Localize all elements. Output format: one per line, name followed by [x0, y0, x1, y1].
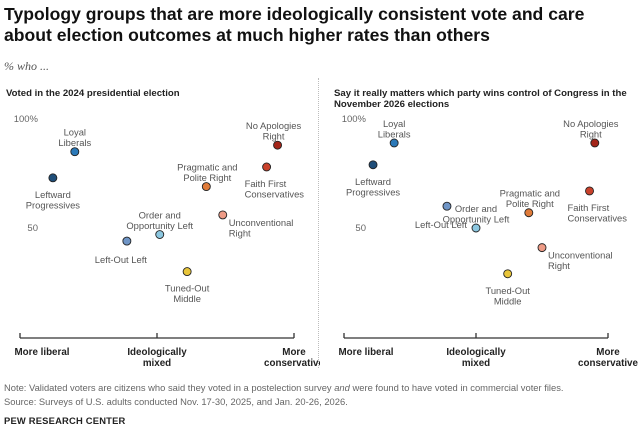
point-pragmatic-and-polite-right — [201, 182, 211, 192]
scatter-chart-congress: 100% 50 More liberal Ideologically mixed More… — [339, 114, 639, 369]
point-unconventional-right — [218, 210, 228, 220]
point-no-apologies-right — [273, 140, 283, 150]
point-order-and-opportunity-left — [155, 230, 165, 239]
point-label-no-apologies-right: No Apologies Right — [246, 120, 302, 142]
point-label-loyal-liberals: Loyal Liberals — [58, 127, 91, 149]
panel-divider — [318, 78, 319, 368]
x-axis-label-more-conservative: More conservative — [578, 347, 638, 369]
point-no-apologies-right — [590, 138, 600, 148]
y-tick-label: 100% — [342, 114, 367, 125]
point-loyal-liberals — [389, 138, 399, 148]
point-label-pragmatic-and-polite-right: Pragmatic and Polite Right — [500, 188, 560, 210]
point-faith-first-conservatives — [262, 162, 272, 172]
point-label-leftward-progressives: Leftward Progressives — [26, 189, 80, 211]
point-loyal-liberals — [70, 147, 80, 157]
point-tuned-out-middle — [182, 267, 192, 277]
point-pragmatic-and-polite-right — [524, 208, 534, 218]
point-label-unconventional-right: Unconventional Right — [229, 217, 294, 239]
pew-logo-text: PEW RESEARCH CENTER — [4, 415, 126, 426]
point-label-order-and-opportunity-left: Order and Opportunity Left — [126, 210, 193, 232]
x-axis-label-more-liberal: More liberal — [15, 347, 70, 358]
chart-title: Typology groups that are more ideologica… — [4, 4, 585, 45]
point-label-left-out-left: Left-Out Left — [415, 219, 468, 230]
point-left-out-left — [442, 201, 452, 211]
point-label-faith-first-conservatives: Faith First Conservatives — [245, 178, 305, 200]
point-leftward-progressives — [48, 173, 58, 183]
x-axis-label-more-conservative: More conservative — [264, 347, 320, 369]
point-order-and-opportunity-left — [471, 223, 481, 233]
panel-title-voted: Voted in the 2024 presidential election — [6, 88, 180, 99]
y-tick-label: 50 — [355, 223, 366, 234]
panel-title-congress: Say it really matters which party wins c… — [334, 88, 627, 110]
y-tick-label: 100% — [14, 114, 39, 125]
source-note: Source: Surveys of U.S. adults conducted… — [4, 396, 348, 407]
point-label-tuned-out-middle: Tuned-Out Middle — [485, 285, 530, 307]
point-label-unconventional-right: Unconventional Right — [548, 250, 613, 272]
chart-subtitle: % who ... — [4, 59, 49, 73]
point-label-leftward-progressives: Leftward Progressives — [346, 176, 400, 198]
point-leftward-progressives — [368, 160, 378, 170]
point-label-loyal-liberals: Loyal Liberals — [378, 118, 411, 140]
x-axis-label-more-liberal: More liberal — [339, 347, 394, 358]
point-unconventional-right — [537, 243, 547, 253]
point-label-no-apologies-right: No Apologies Right — [563, 118, 619, 140]
x-axis-label-ideologically-mixed: Ideologically mixed — [127, 347, 187, 369]
point-faith-first-conservatives — [585, 186, 594, 196]
scatter-chart-voted: 100% 50 More liberal Ideologically mixed More… — [14, 114, 320, 369]
point-label-order-and-opportunity-left: Order and Opportunity Left — [443, 203, 510, 225]
point-label-tuned-out-middle: Tuned-Out Middle — [165, 283, 210, 305]
y-tick-label: 50 — [27, 223, 38, 234]
point-tuned-out-middle — [503, 269, 513, 279]
footnote: Note: Validated voters are citizens who … — [4, 382, 564, 393]
point-label-left-out-left: Left-Out Left — [95, 254, 148, 265]
point-left-out-left — [122, 236, 132, 246]
point-label-pragmatic-and-polite-right: Pragmatic and Polite Right — [177, 162, 237, 184]
x-axis-label-ideologically-mixed: Ideologically mixed — [446, 347, 506, 369]
point-label-faith-first-conservatives: Faith First Conservatives — [568, 202, 628, 224]
